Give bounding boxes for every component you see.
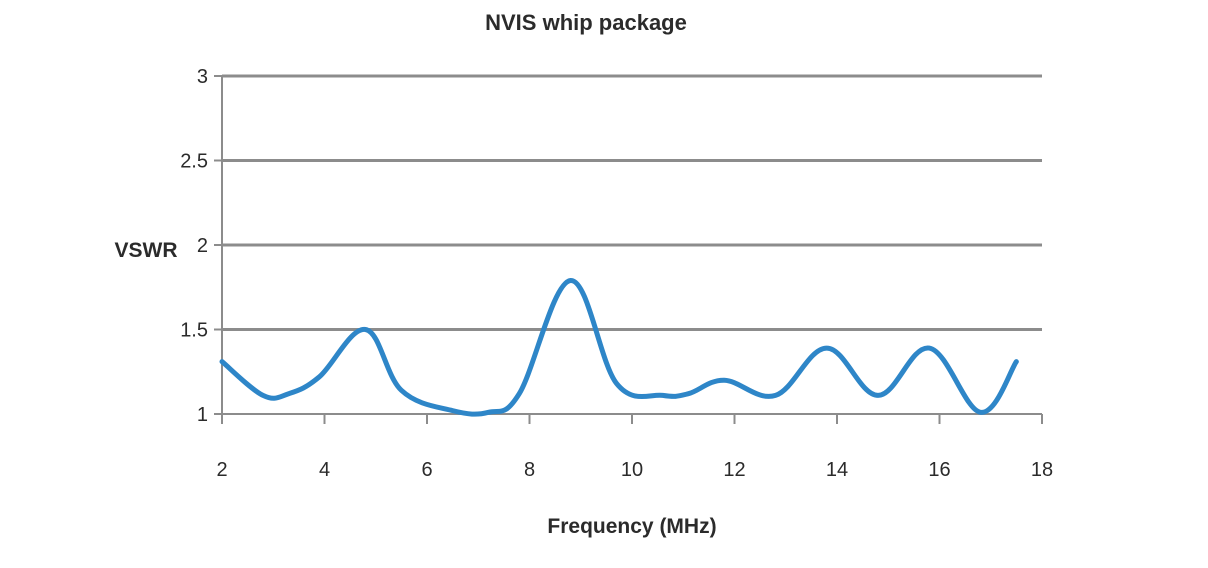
chart-title: NVIS whip package	[485, 10, 687, 35]
gridlines	[222, 74, 1042, 331]
x-tick-label-4: 10	[621, 459, 643, 481]
x-tick-label-8: 18	[1031, 459, 1053, 481]
y-tick-label-1: 1.5	[180, 320, 208, 342]
y-tick-label-4: 3	[197, 66, 208, 88]
axes	[214, 75, 1043, 424]
x-tick-label-7: 16	[928, 459, 950, 481]
x-tick-label-5: 12	[723, 459, 745, 481]
x-tick-label-0: 2	[216, 459, 227, 481]
tick-labels: 1 1.5 2 2.5 3 2 4 6 8 10 12 14 16 18	[180, 66, 1053, 481]
x-tick-label-2: 6	[421, 459, 432, 481]
x-tick-label-1: 4	[319, 459, 330, 481]
series-layer	[219, 277, 1019, 417]
x-tick-label-6: 14	[826, 459, 848, 481]
y-tick-label-2: 2	[197, 235, 208, 257]
y-tick-label-3: 2.5	[180, 151, 208, 173]
series-line-0	[219, 277, 1019, 417]
x-axis-title: Frequency (MHz)	[547, 515, 716, 538]
y-tick-label-0: 1	[197, 404, 208, 426]
x-tick-label-3: 8	[524, 459, 535, 481]
y-axis-title: VSWR	[115, 239, 178, 262]
